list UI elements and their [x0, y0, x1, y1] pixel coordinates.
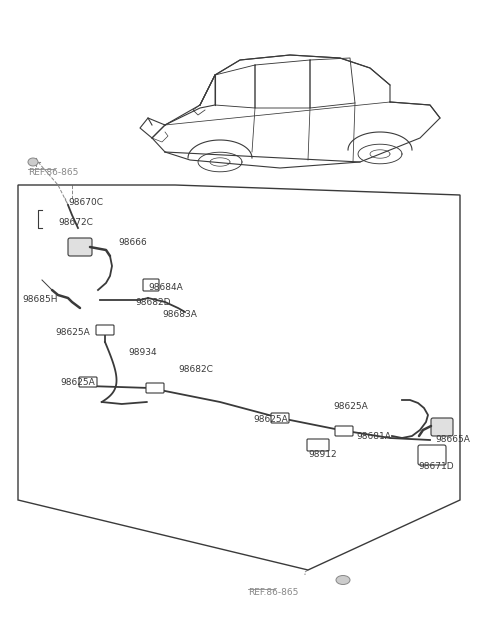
Text: 98665A: 98665A	[435, 435, 470, 444]
FancyBboxPatch shape	[96, 325, 114, 335]
FancyBboxPatch shape	[143, 279, 159, 291]
Ellipse shape	[28, 158, 38, 166]
FancyBboxPatch shape	[146, 383, 164, 393]
Text: 98682D: 98682D	[135, 298, 170, 307]
Text: 98912: 98912	[308, 450, 336, 459]
FancyBboxPatch shape	[418, 445, 446, 465]
Text: 98684A: 98684A	[148, 283, 183, 292]
Ellipse shape	[336, 575, 350, 585]
Text: 98666: 98666	[118, 238, 147, 247]
FancyBboxPatch shape	[307, 439, 329, 451]
FancyBboxPatch shape	[271, 413, 289, 423]
Text: REF.86-865: REF.86-865	[248, 588, 299, 597]
Text: 98681A: 98681A	[356, 432, 391, 441]
Text: 98685H: 98685H	[22, 295, 58, 304]
Text: 98683A: 98683A	[162, 310, 197, 319]
FancyBboxPatch shape	[431, 418, 453, 436]
FancyBboxPatch shape	[68, 238, 92, 256]
FancyBboxPatch shape	[335, 426, 353, 436]
Text: 98625A: 98625A	[55, 328, 90, 337]
Text: REF.86-865: REF.86-865	[28, 168, 78, 177]
Text: 98671D: 98671D	[418, 462, 454, 471]
Text: 98934: 98934	[128, 348, 156, 357]
Text: 98625A: 98625A	[333, 402, 368, 411]
FancyBboxPatch shape	[79, 377, 97, 387]
Text: 98682C: 98682C	[178, 365, 213, 374]
Text: 98625A: 98625A	[60, 378, 95, 387]
Text: 98672C: 98672C	[58, 218, 93, 227]
Text: 98670C: 98670C	[68, 198, 103, 207]
Text: 98625A: 98625A	[253, 415, 288, 424]
